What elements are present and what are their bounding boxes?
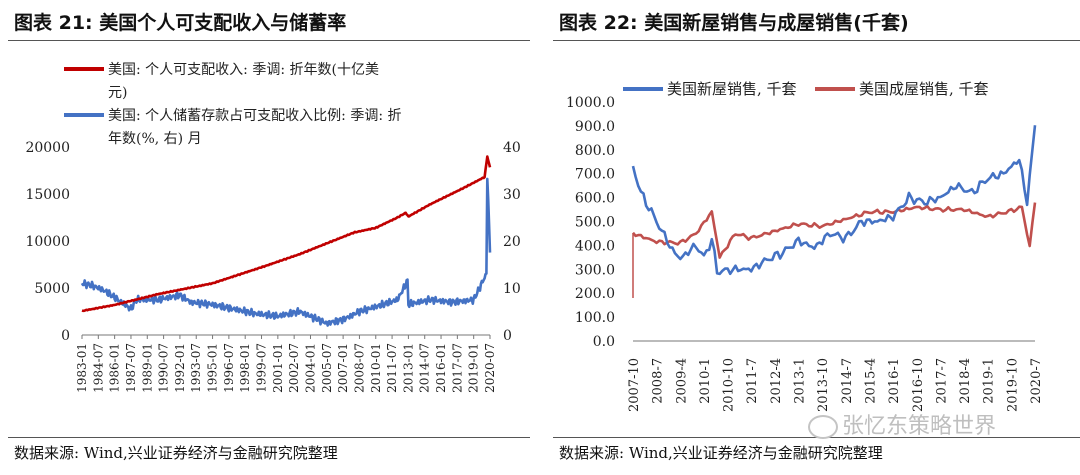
x-tick-label: 2007-01 [336, 343, 350, 393]
x-tick-label: 1996-07 [222, 343, 236, 393]
x-tick-label: 2016-10 [911, 358, 926, 412]
x-tick-label: 1989-01 [140, 343, 154, 393]
y-left-tick-label: 15000 [25, 187, 70, 203]
x-tick-label: 1995-01 [206, 343, 220, 393]
legend-label: 美国: 个人储蓄存款占可支配收入比例: 季调: 折 [108, 108, 402, 124]
x-tick-label: 2020-7 [1029, 358, 1044, 404]
y-tick-label: 600.0 [575, 191, 615, 207]
y-left-tick-label: 20000 [25, 140, 70, 156]
y-tick-label: 400.0 [575, 238, 615, 254]
watermark: 张忆东策略世界 [808, 408, 996, 440]
y-tick-label: 300.0 [575, 262, 615, 278]
source-divider [8, 437, 530, 438]
y-left-tick-label: 5000 [34, 281, 70, 297]
x-tick-label: 2019-01 [467, 343, 481, 393]
x-tick-label: 2008-07 [352, 343, 366, 393]
series-line-existing-home-sales [631, 202, 1037, 259]
x-tick-label: 2019-10 [1005, 358, 1020, 412]
x-tick-label: 1986-01 [108, 343, 122, 393]
y-tick-label: 800.0 [575, 143, 615, 159]
x-tick-label: 2010-1 [698, 358, 713, 404]
x-tick-label: 2014-07 [418, 343, 432, 393]
data-source-note: 数据来源: Wind,兴业证券经济与金融研究院整理 [14, 444, 338, 462]
y-right-tick-label: 10 [503, 281, 521, 297]
y-tick-label: 1000.0 [566, 95, 615, 111]
y-tick-label: 100.0 [575, 310, 615, 326]
legend-label: 美国成屋销售, 千套 [859, 80, 989, 98]
y-tick-label: 200.0 [575, 286, 615, 302]
y-right-tick-label: 30 [503, 187, 521, 203]
x-tick-label: 2020-07 [483, 343, 497, 393]
chart-title: 图表 22: 美国新屋销售与成屋销售(千套) [559, 12, 909, 34]
x-tick-label: 2017-07 [450, 343, 464, 393]
x-tick-label: 2009-4 [674, 358, 689, 404]
income-savings-chart: 0 5000 10000 15000 20000 0 10 20 30 40 1983-01 1984… [25, 62, 521, 393]
x-tick-label: 2008-7 [651, 358, 666, 404]
y-right-tick-label: 0 [503, 328, 512, 344]
x-tick-label: 2010-01 [369, 343, 383, 393]
x-tick-label: 2012-4 [769, 358, 784, 404]
legend-label: 年数(%, 右) 月 [108, 131, 202, 147]
x-tick-label: 2015-4 [863, 358, 878, 404]
wechat-icon [808, 415, 838, 439]
x-tick-label: 1999-07 [255, 343, 269, 393]
y-tick-label: 500.0 [575, 215, 615, 231]
x-tick-label: 2013-10 [816, 358, 831, 412]
series-line-new-home-sales [631, 125, 1037, 276]
chart-panel-income-savings: 图表 21: 美国个人可支配收入与储蓄率 0 5000 10000 15000 2000… [0, 0, 530, 475]
y-tick-label: 0.0 [593, 334, 615, 350]
legend-label: 美国: 个人可支配收入: 季调: 折年数(十亿美 [108, 62, 379, 78]
y-right-tick-label: 20 [503, 234, 521, 250]
y-tick-label: 900.0 [575, 119, 615, 135]
title-divider [553, 40, 1080, 41]
x-tick-label: 2013-01 [401, 343, 415, 393]
x-tick-label: 1990-07 [157, 343, 171, 393]
legend-label: 元) [108, 85, 127, 101]
y-left-tick-label: 0 [61, 328, 70, 344]
home-sales-chart: 0.0 100.0 200.0 300.0 400.0 500.0 600.0 700.0 80… [566, 80, 1044, 412]
x-tick-label: 1987-07 [124, 343, 138, 393]
chart-panel-home-sales: 图表 22: 美国新屋销售与成屋销售(千套) 0.0 100.0 200.0 300.… [545, 0, 1080, 475]
x-tick-label: 1992-01 [173, 343, 187, 393]
x-tick-label: 1998-01 [238, 343, 252, 393]
x-tick-label: 2016-1 [887, 358, 902, 404]
y-tick-label: 700.0 [575, 167, 615, 183]
x-tick-label: 1993-07 [189, 343, 203, 393]
watermark-text: 张忆东策略世界 [842, 414, 997, 439]
x-tick-label: 2014-7 [840, 358, 855, 404]
x-tick-label: 2016-01 [434, 343, 448, 393]
legend-label: 美国新屋销售, 千套 [667, 80, 797, 98]
chart-title: 图表 21: 美国个人可支配收入与储蓄率 [14, 12, 347, 34]
x-tick-label: 2010-10 [722, 358, 737, 412]
x-tick-label: 2007-10 [627, 358, 642, 412]
x-tick-label: 2013-1 [793, 358, 808, 404]
x-tick-label: 2017-7 [934, 358, 949, 404]
y-left-tick-label: 10000 [25, 234, 70, 250]
title-divider [8, 40, 530, 41]
series-line-disposable-income [81, 155, 492, 313]
y-right-tick-label: 40 [503, 140, 521, 156]
x-tick-label: 2001-01 [271, 343, 285, 393]
x-tick-label: 2018-4 [958, 358, 973, 404]
x-tick-label: 2002-07 [287, 343, 301, 393]
x-tick-label: 2019-1 [982, 358, 997, 404]
x-tick-label: 1984-07 [91, 343, 105, 393]
x-tick-label: 2011-7 [745, 358, 760, 404]
data-source-note: 数据来源: Wind,兴业证券经济与金融研究院整理 [559, 444, 883, 462]
series-line-savings-rate [80, 177, 492, 327]
x-tick-label: 1983-01 [75, 343, 89, 393]
x-tick-label: 2011-07 [385, 343, 399, 393]
x-tick-label: 2004-01 [303, 343, 317, 393]
x-tick-label: 2005-07 [320, 343, 334, 393]
